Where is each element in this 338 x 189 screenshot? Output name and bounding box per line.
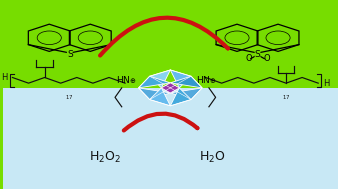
FancyArrowPatch shape	[124, 114, 197, 130]
Text: H: H	[1, 73, 7, 82]
Bar	[3, 0, 338, 88]
Bar	[3, 88, 338, 189]
FancyArrowPatch shape	[100, 18, 228, 56]
Polygon shape	[139, 88, 170, 100]
Text: S: S	[67, 50, 73, 59]
Polygon shape	[170, 88, 191, 106]
Text: $_{17}$: $_{17}$	[282, 93, 290, 102]
Polygon shape	[162, 83, 179, 93]
Text: $\oplus$: $\oplus$	[129, 76, 136, 85]
Text: $_{17}$: $_{17}$	[65, 93, 73, 102]
Text: H: H	[323, 79, 330, 88]
Text: N: N	[122, 76, 128, 85]
Text: S: S	[255, 50, 260, 59]
Polygon shape	[170, 88, 202, 100]
Polygon shape	[150, 88, 170, 106]
Polygon shape	[170, 76, 202, 88]
Text: N: N	[202, 76, 209, 85]
Text: H$_2$O: H$_2$O	[199, 150, 225, 165]
Text: O: O	[263, 54, 270, 63]
Polygon shape	[170, 70, 191, 88]
Text: H: H	[116, 76, 122, 85]
Polygon shape	[150, 70, 170, 88]
Text: O: O	[245, 54, 252, 63]
Text: H$_2$O$_2$: H$_2$O$_2$	[89, 150, 121, 165]
Text: H: H	[196, 76, 203, 85]
Polygon shape	[139, 76, 170, 88]
Text: $\oplus$: $\oplus$	[209, 76, 217, 85]
Polygon shape	[162, 83, 179, 93]
